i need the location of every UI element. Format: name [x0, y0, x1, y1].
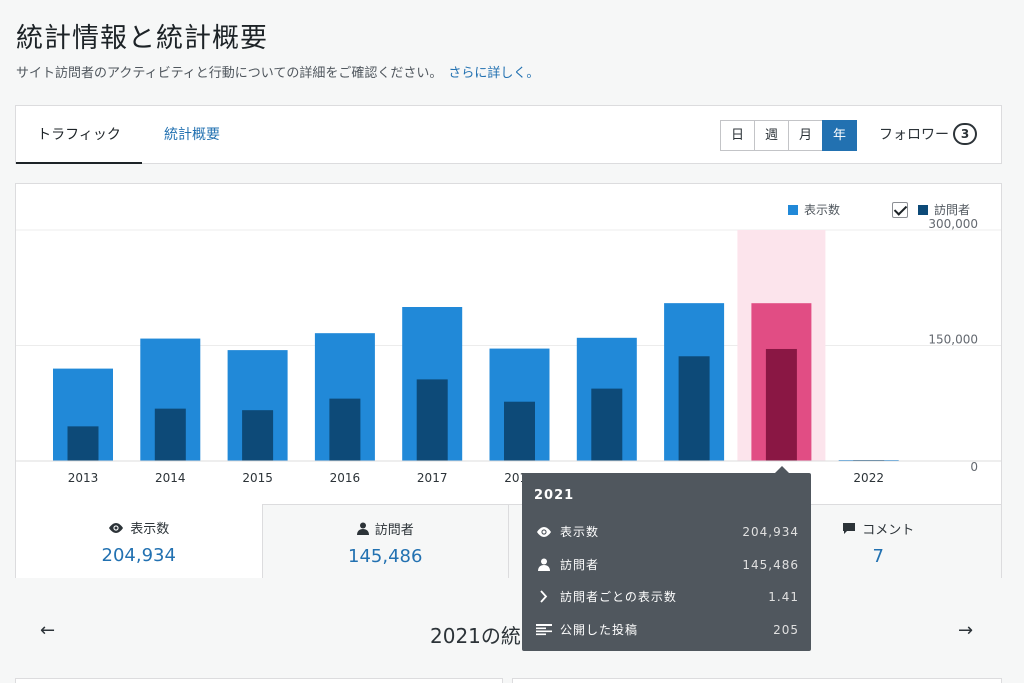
legend-visitors-label: 訪問者 — [934, 203, 971, 217]
stat-visitors-value: 145,486 — [348, 546, 423, 567]
x-tick-label: 2016 — [330, 471, 361, 485]
stats-tab-bar: トラフィック 統計概要 日 週 月 年 フォロワー 3 — [15, 105, 1002, 164]
stat-views[interactable]: 表示数 204,934 — [16, 504, 262, 578]
followers-count-badge: 3 — [953, 123, 977, 145]
tooltip-posts-value: 205 — [773, 622, 799, 637]
tooltip-ratio-label: 訪問者ごとの表示数 — [560, 590, 677, 604]
tooltip-row-views: 表示数 204,934 — [534, 523, 799, 540]
visitors-bar[interactable] — [329, 398, 361, 461]
tooltip-row-views-per-visitor: 訪問者ごとの表示数 1.41 — [534, 588, 799, 605]
period-month-button[interactable]: 月 — [788, 120, 823, 151]
tooltip-ratio-value: 1.41 — [768, 589, 799, 604]
tab-traffic[interactable]: トラフィック — [16, 106, 142, 164]
bottom-card-left — [15, 678, 503, 683]
y-tick-label: 0 — [970, 460, 978, 474]
x-tick-label: 2022 — [853, 471, 884, 485]
bottom-card-right — [512, 678, 1002, 683]
followers-label: フォロワー — [879, 127, 949, 143]
chevron-right-icon — [540, 590, 548, 603]
visitors-checkbox[interactable] — [892, 201, 908, 218]
year-summary-title: 2021の統 — [430, 624, 521, 648]
visitors-bar[interactable] — [678, 356, 710, 461]
year-navigation: ← 2021の統 → — [0, 612, 1024, 652]
x-tick-label: 2013 — [68, 471, 99, 485]
visitors-bar[interactable] — [591, 388, 623, 461]
page-title: 統計情報と統計概要 — [16, 23, 268, 54]
visitors-bar[interactable] — [765, 348, 797, 461]
period-day-button[interactable]: 日 — [720, 120, 755, 151]
x-tick-label: 2017 — [417, 471, 448, 485]
tooltip-views-label: 表示数 — [560, 525, 600, 539]
posts-icon — [536, 623, 552, 635]
subtitle-text: サイト訪問者のアクティビティと行動についての詳細をご確認ください。 — [16, 66, 443, 81]
followers-link[interactable]: フォロワー 3 — [879, 123, 977, 145]
stat-visitors[interactable]: 訪問者 145,486 — [261, 504, 508, 578]
person-icon — [538, 558, 550, 571]
legend-views-label: 表示数 — [804, 203, 841, 217]
y-tick-label: 150,000 — [928, 333, 978, 347]
tooltip-views-value: 204,934 — [742, 524, 799, 539]
page-subtitle: サイト訪問者のアクティビティと行動についての詳細をご確認ください。 さらに詳しく。 — [16, 62, 539, 81]
stat-views-value: 204,934 — [101, 545, 176, 566]
comment-icon — [843, 523, 856, 534]
tooltip-row-visitors: 訪問者 145,486 — [534, 556, 799, 573]
stat-comments-label: コメント — [862, 523, 915, 538]
eye-icon — [537, 526, 551, 537]
visitors-bar[interactable] — [416, 379, 448, 461]
legend-visitors-swatch — [918, 204, 928, 215]
period-week-button[interactable]: 週 — [754, 120, 789, 151]
summary-stats: 表示数 204,934 訪問者 145,486 コメント 7 — [16, 504, 1001, 578]
chart-tooltip: 2021 表示数 204,934 訪問者 145,486 訪問者ごとの表示数 1… — [522, 466, 811, 651]
legend-visitors[interactable]: 訪問者 — [892, 201, 970, 218]
x-tick-label: 2014 — [155, 471, 186, 485]
tooltip-row-posts: 公開した投稿 205 — [534, 621, 799, 638]
tooltip-visitors-label: 訪問者 — [560, 558, 600, 572]
previous-year-arrow-icon[interactable]: ← — [40, 620, 56, 641]
visitors-bar[interactable] — [154, 408, 186, 461]
traffic-chart-card: 300,000 150,000 0 2013 2014 2015 2016 2017 2018 2… — [15, 183, 1002, 578]
stat-comments-value: 7 — [872, 546, 884, 567]
learn-more-link[interactable]: さらに詳しく。 — [448, 66, 540, 81]
person-icon — [356, 522, 369, 535]
stat-views-label: 表示数 — [130, 522, 170, 537]
y-tick-label: 300,000 — [928, 217, 978, 231]
eye-icon — [109, 522, 124, 533]
tooltip-visitors-value: 145,486 — [742, 557, 799, 572]
visitors-bar[interactable] — [504, 401, 535, 461]
stat-visitors-label: 訪問者 — [374, 523, 414, 538]
tab-insights[interactable]: 統計概要 — [164, 127, 220, 143]
legend-views-swatch — [788, 204, 798, 215]
tooltip-posts-label: 公開した投稿 — [560, 623, 639, 637]
legend-views: 表示数 — [788, 201, 840, 218]
visitors-bar[interactable] — [242, 410, 274, 461]
x-tick-label: 2015 — [242, 471, 273, 485]
tooltip-title: 2021 — [534, 488, 575, 503]
visitors-bar[interactable] — [67, 426, 99, 461]
period-year-button[interactable]: 年 — [822, 120, 857, 151]
period-selector: 日 週 月 年 — [720, 120, 857, 151]
next-year-arrow-icon[interactable]: → — [958, 620, 974, 641]
